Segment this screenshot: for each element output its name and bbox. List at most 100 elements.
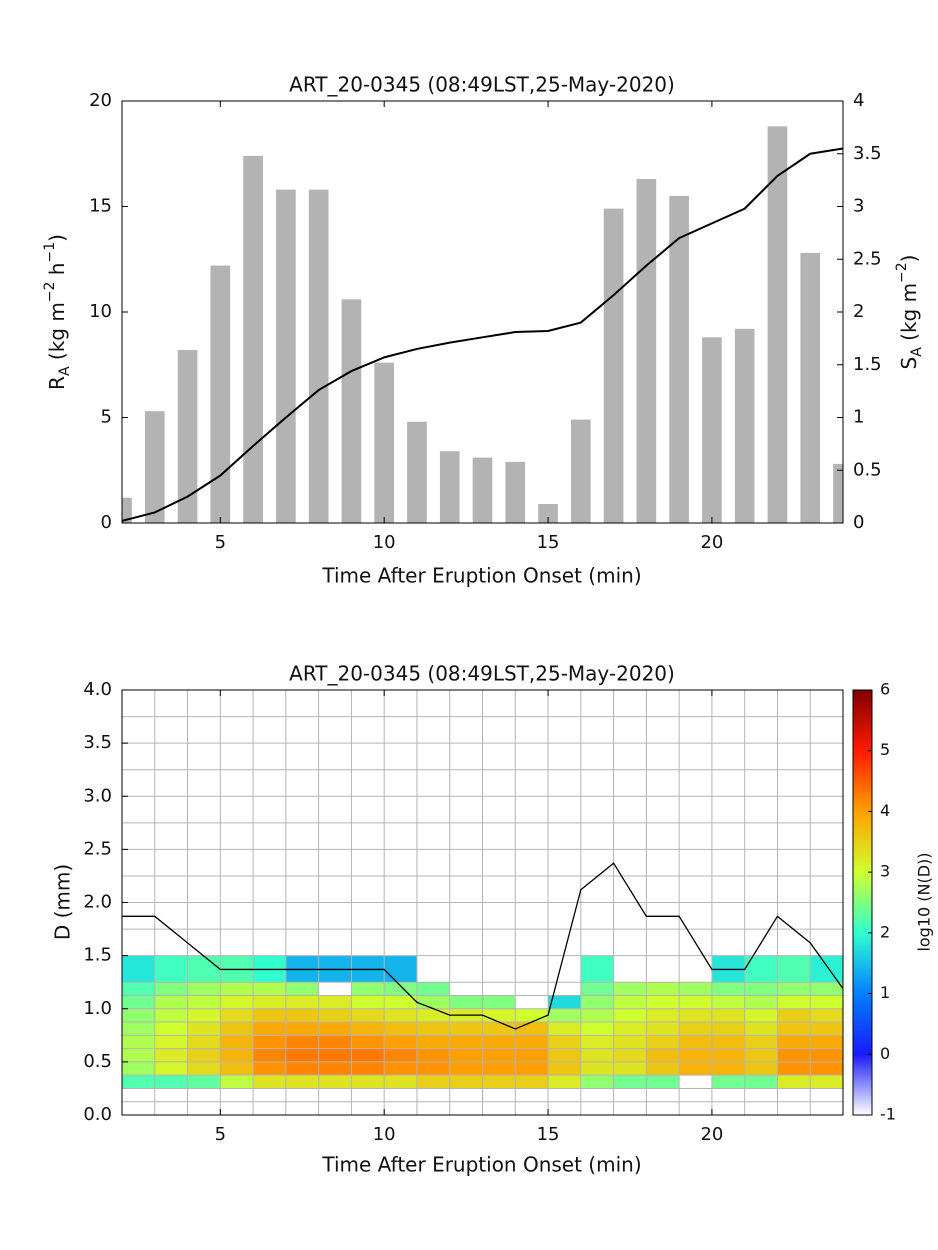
heat-cell [285,1061,319,1076]
x-tick-label: 5 [215,532,226,553]
heat-cell [482,1008,516,1023]
heat-cell [777,1008,811,1023]
heat-cell [154,1048,188,1062]
colorbar-label: log10 (N(D)) [915,852,934,951]
heat-cell [187,1075,221,1089]
heat-cell [220,982,254,996]
colorbar-tick-label: 0 [880,1044,890,1063]
heat-cell [253,1035,286,1049]
heat-cell [482,1061,516,1076]
x-tick-label: 15 [537,1124,560,1145]
heat-cell [220,995,254,1009]
heat-cell [351,1061,385,1076]
heat-cell [187,995,221,1009]
y-tick-label: 5 [101,407,112,428]
heat-cell [744,1061,778,1076]
bar [505,461,526,523]
heat-cell [515,1061,549,1076]
heat-cell [416,1048,450,1062]
heat-cell [122,1035,155,1049]
y-tick-label: 1.0 [83,998,112,1019]
y-tick-label: 0.5 [83,1051,112,1072]
heat-cell [187,1035,221,1049]
heat-cell [154,1035,188,1049]
heat-cell [711,1048,745,1062]
bar [734,328,755,523]
heat-cell [351,1048,385,1062]
heat-cell [384,1075,417,1089]
heat-cell [548,1035,581,1049]
heat-cell [810,955,843,983]
heat-cell [548,995,581,1009]
chart-title: ART_20-0345 (08:49LST,25-May-2020) [289,73,675,97]
heat-cell [646,1035,680,1049]
bar [538,504,558,523]
heat-cell [351,995,385,1009]
heat-cell [351,1022,385,1036]
bar [122,497,132,523]
heat-cell [351,1008,385,1023]
heat-cell [646,1048,680,1062]
heat-cell [318,1048,352,1062]
heat-cell [744,1048,778,1062]
heat-cell [744,982,778,996]
heat-cell [810,1035,843,1049]
y-axis-label: RA (kg m−2 h−1) [42,234,73,390]
heat-cell [318,1061,352,1076]
heat-cell [449,1022,483,1036]
heat-cell [711,1075,745,1089]
heat-cell [220,1022,254,1036]
y2-tick-label: 2 [853,301,864,322]
heat-cell [154,995,188,1009]
heat-cell [777,1048,811,1062]
heat-cell [810,1075,843,1089]
heat-cell [646,1061,680,1076]
heat-cell [318,1022,352,1036]
heat-cell [154,1022,188,1036]
x-tick-label: 10 [373,532,396,553]
heat-cell [122,955,155,983]
heat-cell [580,1035,614,1049]
heat-cell [449,1035,483,1049]
heat-cell [449,1048,483,1062]
x-axis-label: Time After Eruption Onset (min) [321,1153,641,1177]
bar [144,411,165,523]
heat-cell [285,1035,319,1049]
heat-cell [384,1008,417,1023]
heat-cell [810,1022,843,1036]
heat-cell [416,1061,450,1076]
heat-cell [515,1008,549,1023]
heat-cell [384,982,417,996]
y-tick-label: 2.0 [83,892,112,913]
heat-cell [744,1022,778,1036]
heat-cell [416,995,450,1009]
bar [800,252,821,523]
heat-cell [548,1008,581,1023]
label-part: (kg m [897,283,921,347]
heat-cell [580,1008,614,1023]
colorbar [852,689,873,1116]
heat-cell [580,1048,614,1062]
label-part: ) [45,234,69,242]
heat-cell [122,982,155,996]
heat-cell [384,1048,417,1062]
label-part: h [45,263,69,282]
heat-cell [646,982,680,996]
label-sub: A [57,366,73,376]
heat-cell [711,1022,745,1036]
y2-tick-label: 1 [853,407,864,428]
label-part: ) [897,254,921,262]
heat-cell [580,1075,614,1089]
bar [472,457,493,523]
heat-cell [646,1022,680,1036]
heat-cell [711,1035,745,1049]
heat-cell [416,1008,450,1023]
heat-cell [777,1035,811,1049]
y-tick-label: 4.0 [83,679,112,700]
colorbar-tick-label: 2 [880,922,890,941]
line [122,147,843,522]
heat-cell [449,1061,483,1076]
bar [407,421,427,523]
heat-cell [253,1061,286,1076]
